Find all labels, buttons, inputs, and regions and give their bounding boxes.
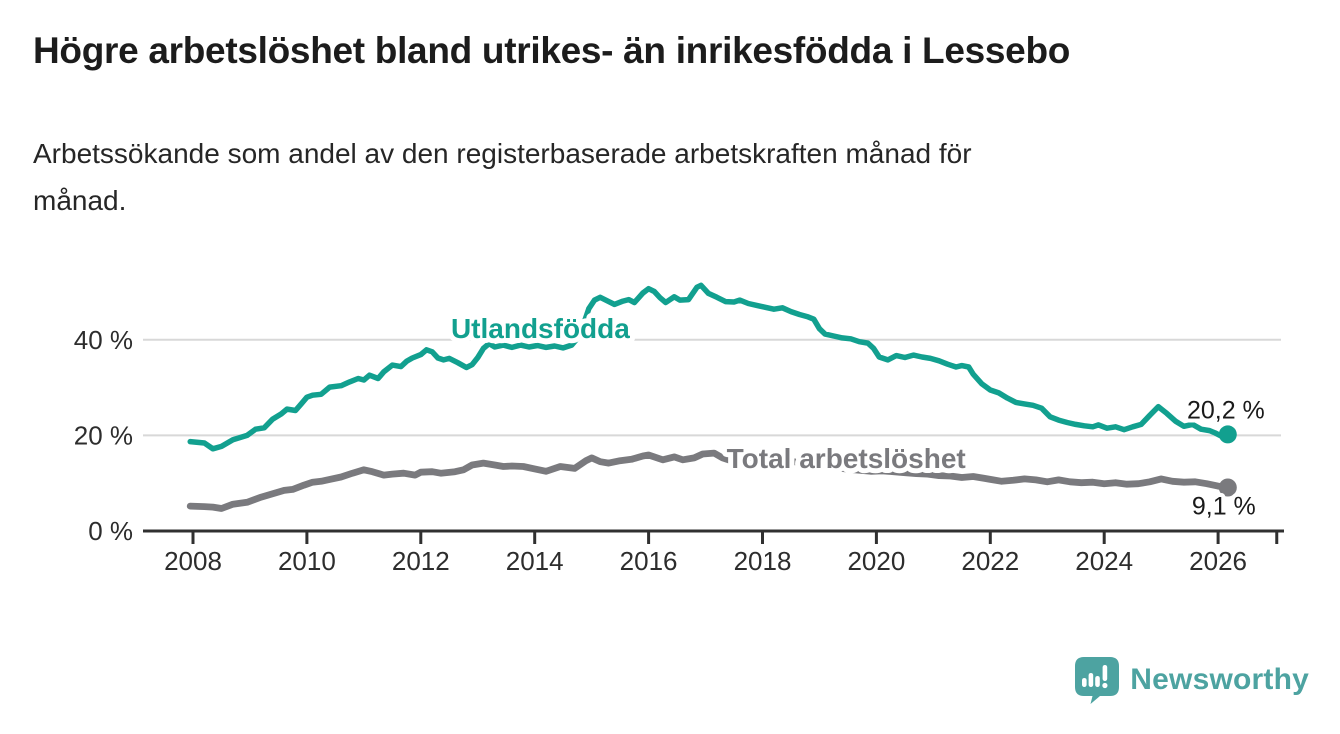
page-title: Högre arbetslöshet bland utrikes- än inr… xyxy=(33,30,1071,71)
subtitle-line-1: Arbetssökande som andel av den registerb… xyxy=(33,138,972,169)
newsworthy-logo: Newsworthy xyxy=(1074,656,1309,704)
x-axis-label: 2026 xyxy=(1189,546,1247,576)
x-axis-label: 2012 xyxy=(392,546,450,576)
end-dot-utlandsfodda xyxy=(1218,425,1237,444)
bar-1 xyxy=(1082,678,1087,687)
x-axis-label: 2024 xyxy=(1075,546,1133,576)
series-label-total-arbetsloshet: Total arbetslöshet xyxy=(727,443,966,474)
x-axis-label: 2014 xyxy=(506,546,564,576)
line-total-arbetsloshet xyxy=(186,449,1232,512)
bar-3 xyxy=(1095,676,1101,687)
x-axis-label: 2022 xyxy=(961,546,1019,576)
y-axis-label: 0 % xyxy=(88,516,133,546)
line-utlandsfodda xyxy=(187,282,1231,452)
x-axis-label: 2020 xyxy=(847,546,905,576)
exclamation-stroke xyxy=(1102,665,1108,681)
end-dot-total-arbetsloshet xyxy=(1218,478,1237,497)
x-axis-label: 2008 xyxy=(164,546,222,576)
y-axis-label: 40 % xyxy=(74,325,133,355)
y-axis-label: 20 % xyxy=(74,420,133,450)
x-axis-label: 2018 xyxy=(734,546,792,576)
x-axis-label: 2010 xyxy=(278,546,336,576)
bar-2 xyxy=(1088,673,1094,687)
chart-subtitle: Arbetssökande som andel av den registerb… xyxy=(33,130,972,224)
brand-name: Newsworthy xyxy=(1130,663,1309,696)
value-label-total-arbetsloshet: 9,1 % xyxy=(1192,493,1256,521)
x-axis-label: 2016 xyxy=(620,546,678,576)
speech-bubble-bar-chart-icon xyxy=(1075,657,1120,704)
subtitle-line-2: månad. xyxy=(33,185,127,216)
series-label-utlandsfodda: Utlandsfödda xyxy=(451,313,630,344)
value-label-utlandsfodda: 20,2 % xyxy=(1187,396,1265,424)
exclamation-dot xyxy=(1102,682,1108,689)
